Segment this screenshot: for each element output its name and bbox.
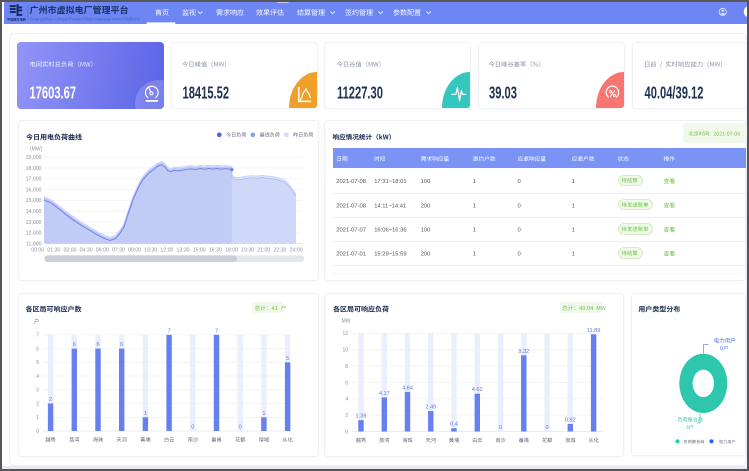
svg-text:1: 1 xyxy=(473,179,476,185)
svg-text:0: 0 xyxy=(36,429,39,435)
svg-text:12:00: 12:00 xyxy=(160,248,173,254)
svg-text:13:30: 13:30 xyxy=(177,248,190,254)
svg-text:0: 0 xyxy=(518,252,521,258)
svg-text:2021-07-01: 2021-07-01 xyxy=(336,252,366,258)
svg-text:2: 2 xyxy=(345,413,348,419)
svg-text:10: 10 xyxy=(342,348,348,354)
svg-text:2021-07-07: 2021-07-07 xyxy=(336,228,366,234)
svg-text:7: 7 xyxy=(215,328,218,334)
svg-text:0: 0 xyxy=(518,203,521,209)
svg-text:6: 6 xyxy=(120,342,123,348)
svg-text:6: 6 xyxy=(73,342,76,348)
svg-text:16:30: 16:30 xyxy=(209,248,222,254)
svg-text:8: 8 xyxy=(345,364,348,370)
svg-text:22:30: 22:30 xyxy=(273,248,286,254)
svg-text:1.39: 1.39 xyxy=(356,414,367,420)
svg-text:4.17: 4.17 xyxy=(379,391,390,397)
svg-text:7: 7 xyxy=(36,333,39,339)
svg-text:15,000: 15,000 xyxy=(26,198,42,204)
svg-text:1: 1 xyxy=(144,411,147,417)
svg-text:14,000: 14,000 xyxy=(26,209,42,215)
svg-text:5: 5 xyxy=(36,360,39,366)
svg-text:(MW): (MW) xyxy=(30,147,43,153)
svg-text:11227.30: 11227.30 xyxy=(337,83,383,103)
svg-text:12,000: 12,000 xyxy=(26,231,42,237)
svg-text:07:30: 07:30 xyxy=(112,248,125,254)
svg-text:Guangzhou Virtual Power Plant: Guangzhou Virtual Power Plant Management… xyxy=(30,16,141,21)
svg-text:19,000: 19,000 xyxy=(26,155,42,161)
svg-text:4: 4 xyxy=(345,397,348,403)
svg-text:09:00: 09:00 xyxy=(128,248,141,254)
svg-text:24:00: 24:00 xyxy=(290,248,303,254)
svg-text:40.04/39.12: 40.04/39.12 xyxy=(645,83,704,103)
svg-text:39.03: 39.03 xyxy=(489,83,517,103)
svg-text:4.62: 4.62 xyxy=(472,387,483,393)
svg-text:21:00: 21:00 xyxy=(257,248,270,254)
svg-text:2: 2 xyxy=(36,401,39,407)
svg-text:1: 1 xyxy=(572,252,575,258)
svg-text:1: 1 xyxy=(572,228,575,234)
svg-text:13,000: 13,000 xyxy=(26,220,42,226)
svg-text:100: 100 xyxy=(421,228,431,234)
svg-text:4: 4 xyxy=(36,374,39,380)
svg-text:19:30: 19:30 xyxy=(241,248,254,254)
svg-text:6: 6 xyxy=(36,346,39,352)
svg-text:12: 12 xyxy=(342,331,348,337)
svg-text:0: 0 xyxy=(499,425,502,431)
svg-text:5: 5 xyxy=(286,356,289,362)
svg-text:10:30: 10:30 xyxy=(144,248,157,254)
svg-text:7: 7 xyxy=(168,328,171,334)
svg-text:2.49: 2.49 xyxy=(425,405,436,411)
svg-text:6: 6 xyxy=(345,380,348,386)
svg-text:14:11~14:41: 14:11~14:41 xyxy=(374,203,406,209)
svg-text:MW: MW xyxy=(342,319,351,325)
svg-text:0: 0 xyxy=(518,179,521,185)
svg-text:17:31~18:01: 17:31~18:01 xyxy=(374,179,406,185)
svg-text:11,000: 11,000 xyxy=(26,241,42,247)
svg-text:0: 0 xyxy=(345,429,348,435)
svg-text:17,000: 17,000 xyxy=(26,177,42,183)
svg-text:6: 6 xyxy=(96,342,99,348)
svg-text:1: 1 xyxy=(36,415,39,421)
svg-text:01:30: 01:30 xyxy=(47,248,60,254)
svg-text:1: 1 xyxy=(473,203,476,209)
svg-text:18,000: 18,000 xyxy=(26,166,42,172)
svg-text:200: 200 xyxy=(421,252,431,258)
svg-text:16,000: 16,000 xyxy=(26,187,42,193)
svg-text:11.89: 11.89 xyxy=(587,328,601,334)
svg-text:18:00: 18:00 xyxy=(225,248,238,254)
svg-text:100: 100 xyxy=(421,179,431,185)
svg-text:15:29~15:59: 15:29~15:59 xyxy=(374,252,406,258)
svg-text:1: 1 xyxy=(572,179,575,185)
svg-text:2021-07-08: 2021-07-08 xyxy=(336,179,366,185)
svg-text:9.32: 9.32 xyxy=(518,349,529,355)
svg-text:0: 0 xyxy=(191,425,194,431)
svg-text:1: 1 xyxy=(473,228,476,234)
svg-text:4.84: 4.84 xyxy=(402,385,413,391)
svg-text:2021-07-08: 2021-07-08 xyxy=(336,203,366,209)
svg-text:03:00: 03:00 xyxy=(64,248,77,254)
svg-text:1: 1 xyxy=(473,252,476,258)
svg-text:1: 1 xyxy=(572,203,575,209)
svg-text:3: 3 xyxy=(36,388,39,394)
svg-text:04:30: 04:30 xyxy=(80,248,93,254)
svg-text:06:00: 06:00 xyxy=(96,248,109,254)
svg-text:16:06~16:36: 16:06~16:36 xyxy=(374,228,406,234)
svg-text:1: 1 xyxy=(262,411,265,417)
svg-text:00:00: 00:00 xyxy=(31,248,44,254)
svg-text:18415.52: 18415.52 xyxy=(183,83,230,103)
svg-text:200: 200 xyxy=(421,203,431,209)
svg-text:0.4: 0.4 xyxy=(450,422,458,428)
svg-text:15:00: 15:00 xyxy=(193,248,206,254)
svg-text:17603.67: 17603.67 xyxy=(30,83,77,103)
svg-text:0.92: 0.92 xyxy=(565,417,576,423)
svg-text:0: 0 xyxy=(546,425,549,431)
svg-text:2: 2 xyxy=(49,397,52,403)
svg-text:0: 0 xyxy=(239,425,242,431)
svg-text:0: 0 xyxy=(518,228,521,234)
